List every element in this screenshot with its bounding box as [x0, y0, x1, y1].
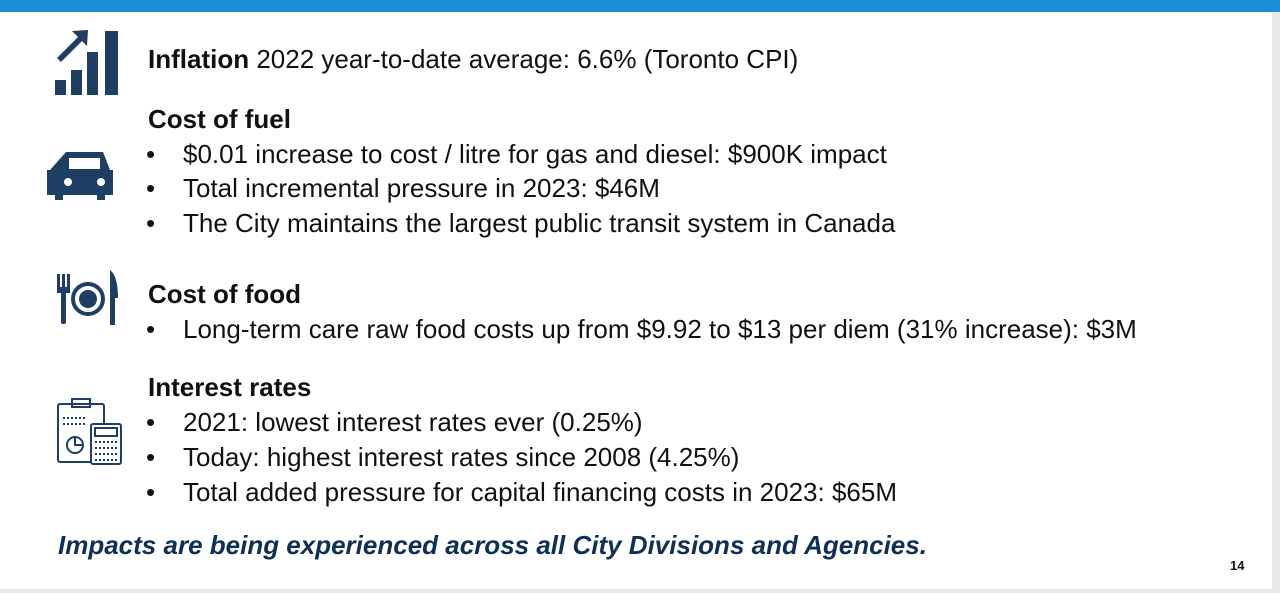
bullet: [146, 407, 155, 437]
car-icon: [47, 152, 113, 200]
page-number: 14: [1230, 558, 1245, 573]
bullet-text: The City maintains the largest public tr…: [183, 208, 896, 238]
icons: [47, 30, 122, 465]
bullet: [146, 477, 155, 507]
section-heading: Cost of food: [148, 279, 302, 309]
bullet: [146, 442, 155, 472]
section-heading: Interest rates: [148, 372, 312, 402]
bullet: [146, 208, 155, 238]
finance-icon: [57, 398, 122, 465]
inflation-line: Inflation 2022 year-to-date average: 6.6…: [148, 44, 798, 74]
bullet-text: $0.01 increase to cost / litre for gas a…: [183, 139, 887, 169]
footer-note: Impacts are being experienced across all…: [58, 530, 927, 560]
bullet: [146, 139, 155, 169]
inflation-label: Inflation: [148, 44, 250, 74]
bullet: [146, 173, 155, 203]
inflation-text: 2022 year-to-date average: 6.6% (Toronto…: [256, 44, 799, 74]
chart-icon: [55, 30, 118, 95]
bullet-text: Total added pressure for capital financi…: [183, 477, 897, 507]
top-bar: [0, 0, 1280, 12]
bullet-text: Today: highest interest rates since 2008…: [183, 442, 740, 472]
bullet-text: 2021: lowest interest rates ever (0.25%): [183, 407, 643, 437]
section-heading: Cost of fuel: [148, 104, 291, 134]
food-icon: [57, 270, 118, 325]
bullet-text: Long-term care raw food costs up from $9…: [183, 314, 1137, 344]
bullet-text: Total incremental pressure in 2023: $46M: [183, 173, 660, 203]
bullet: [146, 314, 155, 344]
